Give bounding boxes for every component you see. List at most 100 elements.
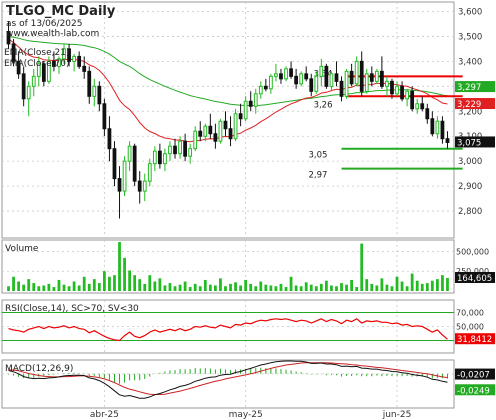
candle-body [46,60,51,82]
volume-bar [420,283,424,291]
candle-body [324,65,329,87]
volume-bar [395,276,399,291]
macd-lines [8,360,448,399]
candle-body [309,78,314,92]
volume-bar [12,276,15,291]
candle-body [107,128,112,150]
candle-body [430,118,435,135]
volume-last-label-bg [455,271,495,283]
volume-bar [153,281,157,291]
candle-body [400,85,404,100]
candle-body [26,85,31,100]
candle-body [57,58,61,67]
candle-body [379,70,384,87]
candle-body [390,80,394,95]
candle-body [314,75,319,92]
volume-bar [284,287,288,291]
candle-body [152,150,157,165]
volume-bar [425,283,429,291]
candle-body [268,75,273,90]
volume-bar [279,283,283,291]
volume-bar [163,285,167,291]
macd-signal-last-label-bg [455,368,495,380]
grid-lines [2,2,454,408]
candle-body [440,120,445,140]
candle-body [157,150,162,165]
volume-bar [47,283,51,291]
volume-bar [67,286,71,291]
candle-body [117,178,122,192]
ema70-line [8,35,448,106]
candle-body [52,60,56,67]
rsi-last-label-bg [455,333,495,345]
axis-labels: 2,8002,9003,0003,1003,2003,3003,4003,500… [90,7,495,420]
price-tick-label: 3,500 [458,32,482,42]
volume-bar [269,285,273,291]
candle-body [97,85,102,105]
month-label: jun-25 [382,410,412,420]
volume-bar [52,287,56,291]
volume-bar [415,280,419,291]
candle-body [248,100,253,107]
volume-bar [168,283,172,291]
volume-bar [178,284,182,291]
last-close-label-bg [455,136,495,148]
price-tick-label: 2,800 [458,207,482,217]
volume-bar [249,283,253,291]
candle-body [410,90,415,110]
volume-bar [87,283,91,291]
candle-body [21,73,26,100]
rsi-tick-label: 50,000 [456,323,484,332]
volume-bar [37,286,41,291]
volume-bar [375,285,379,291]
rsi-title: RSI(Close,14), SC>70, SV<30 [5,304,139,314]
volume-bar [203,279,207,291]
ema70-value-label: 3,297 [457,83,481,93]
candle-body [223,120,228,130]
volume-bar [314,286,318,291]
candle-body [425,108,430,120]
volume-bar [299,286,303,291]
volume-bar [274,286,278,291]
candle-body [92,85,97,97]
volume-bar [224,286,227,291]
macd-last-label-bg [455,384,495,396]
volume-bar [400,281,404,291]
rsi-last-label: 31,8412 [457,335,492,345]
website-label: www.wealth-lab.com [6,29,99,39]
volume-bar [340,283,343,291]
ema21-line [8,38,448,143]
candle-body [132,145,137,182]
level-label: 2,97 [309,171,328,181]
candle-body [395,85,399,95]
volume-bar [385,284,389,291]
volume-bar [264,284,268,291]
candle-body [11,43,16,62]
candle-body [233,113,238,140]
rsi-line-group [8,318,448,342]
candle-body [193,130,198,150]
volume-bar [355,287,359,291]
volume-bar [410,273,414,291]
volume-bar [294,285,298,291]
volume-bar [239,285,243,291]
candle-body [385,80,389,87]
legend-ema21: EMA(Close,21) [4,48,69,58]
candle-body [198,130,203,137]
candle-body [243,100,248,120]
volume-bar [27,279,31,291]
level-label: 3,05 [309,151,328,161]
volume-title: Volume [5,244,39,254]
volume-bar [360,243,364,291]
volume-bar [430,280,434,291]
candle-body [16,60,21,75]
volume-bar [17,281,21,291]
price-tick-label: 3,600 [458,7,482,17]
candle-body [87,70,92,97]
volume-bar [370,283,374,291]
volume-bar [183,281,187,291]
volume-bar [446,277,449,291]
candle-body [188,148,193,157]
price-panel [1,1,455,239]
